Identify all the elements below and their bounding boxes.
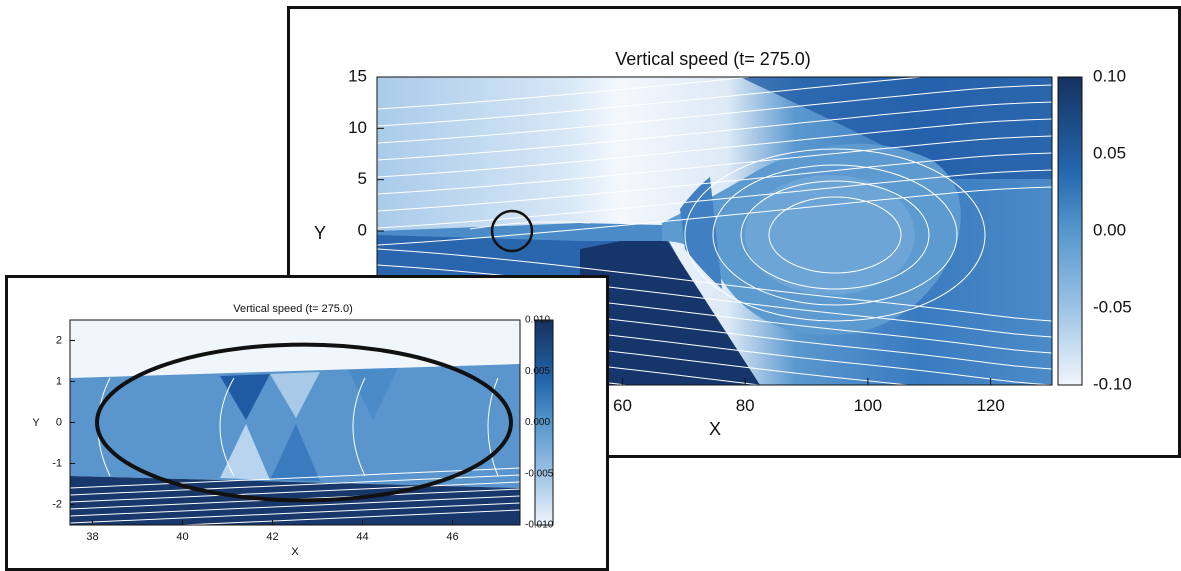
inset-light-wedge-lower bbox=[220, 424, 270, 480]
main-y-tick-label-10: 10 bbox=[348, 118, 367, 137]
inset-streamline-lower bbox=[70, 467, 520, 489]
inset-colorbar-ticks: 0.010 0.005 0.000 -0.005 -0.010 bbox=[525, 315, 554, 531]
inset-y-tick-label-1: 1 bbox=[56, 375, 62, 387]
inset-streamline-lower bbox=[70, 495, 520, 517]
inset-colorbar-label-0.000: 0.000 bbox=[525, 417, 550, 428]
inset-dark-wedge-upper bbox=[220, 374, 270, 420]
inset-x-axis-label: X bbox=[291, 546, 299, 558]
inset-y-ticks: 2 1 0 -1 -2 bbox=[52, 334, 75, 510]
main-x-tick-label-100: 100 bbox=[854, 396, 882, 415]
main-streamline-upper bbox=[377, 169, 1052, 229]
main-y-ticks: 15 10 5 0 bbox=[348, 66, 384, 239]
main-y-tick-label-0: 0 bbox=[358, 220, 367, 239]
main-y-tick-label-15: 15 bbox=[348, 66, 367, 85]
inset-y-tick-label-0: 0 bbox=[56, 416, 62, 428]
inset-x-tick-label-46: 46 bbox=[446, 531, 458, 543]
inset-mid-wedge-upper bbox=[348, 368, 398, 420]
inset-streamlines bbox=[70, 377, 520, 525]
inset-y-tick-label-neg2: -2 bbox=[52, 498, 62, 510]
main-y-tick-label-5: 5 bbox=[358, 169, 367, 188]
main-streamline-upper bbox=[377, 186, 1052, 246]
inset-streamline-lower bbox=[70, 502, 520, 524]
inset-highlight-ellipse bbox=[95, 342, 513, 503]
main-streamline-lower bbox=[377, 248, 1052, 322]
inset-dark-wedge-lower bbox=[270, 424, 320, 481]
main-streamline-loop bbox=[712, 164, 958, 306]
main-streamline-loop bbox=[740, 180, 930, 290]
inset-x-tick-label-40: 40 bbox=[176, 531, 188, 543]
inset-streamline-curve bbox=[487, 377, 499, 477]
inset-light-wedge-upper bbox=[270, 372, 320, 418]
main-chart-svg: Vertical speed (t= 275.0) 15 10 5 0 Y bbox=[314, 49, 1132, 439]
main-colorbar-label-0.10: 0.10 bbox=[1093, 66, 1126, 85]
main-plot-field bbox=[377, 77, 1052, 385]
main-streamline-upper bbox=[377, 77, 756, 110]
inset-colorbar-label-neg0.005: -0.005 bbox=[525, 468, 554, 479]
main-chart-panel: Vertical speed (t= 275.0) 15 10 5 0 Y bbox=[287, 6, 1181, 458]
main-x-tick-label-120: 120 bbox=[976, 396, 1004, 415]
main-shock-region bbox=[680, 177, 722, 289]
inset-y-tick-label-neg1: -1 bbox=[52, 457, 62, 469]
main-dark-upper-region bbox=[740, 77, 1052, 179]
inset-jet-layer bbox=[70, 364, 520, 488]
inset-x-ticks: 38 40 42 44 46 bbox=[86, 520, 459, 543]
main-streamline-upper bbox=[377, 118, 1052, 178]
inset-chart-panel: Vertical speed (t= 275.0) 2 1 0 -1 -2 bbox=[5, 275, 609, 571]
main-colorbar bbox=[1057, 76, 1083, 386]
inset-streamline-curve bbox=[352, 377, 366, 477]
main-colorbar-label-0.00: 0.00 bbox=[1093, 220, 1126, 239]
main-streamline-upper bbox=[377, 101, 1052, 161]
main-x-axis-label: X bbox=[709, 419, 721, 439]
inset-x-tick-label-42: 42 bbox=[266, 531, 278, 543]
inset-x-tick-label-44: 44 bbox=[356, 531, 368, 543]
main-colorbar-label-neg0.05: -0.05 bbox=[1093, 297, 1132, 316]
inset-y-axis-label: Y bbox=[32, 417, 40, 429]
main-colorbar-label-0.05: 0.05 bbox=[1093, 143, 1126, 162]
main-streamline-upper bbox=[377, 152, 1052, 212]
inset-chart-title: Vertical speed (t= 275.0) bbox=[233, 303, 353, 315]
inset-streamline-lower bbox=[171, 509, 520, 525]
main-x-ticks: 60 80 100 120 bbox=[613, 378, 1005, 415]
inset-colorbar-label-neg0.010: -0.010 bbox=[525, 520, 554, 531]
main-jet-beam bbox=[377, 223, 662, 241]
main-streamline-upper bbox=[377, 84, 1052, 144]
main-chart-title: Vertical speed (t= 275.0) bbox=[615, 49, 811, 69]
main-x-tick-label-80: 80 bbox=[736, 396, 755, 415]
main-y-axis-label: Y bbox=[314, 223, 326, 243]
main-x-tick-label-60: 60 bbox=[613, 396, 632, 415]
main-streamline-loop bbox=[768, 196, 902, 274]
inset-streamline-curve bbox=[219, 377, 235, 477]
main-streamline-upper bbox=[377, 135, 1052, 195]
inset-plot-field bbox=[70, 320, 520, 525]
main-cocoon-interior bbox=[745, 175, 915, 295]
inset-x-tick-label-38: 38 bbox=[86, 531, 98, 543]
inset-y-tick-label-2: 2 bbox=[56, 334, 62, 346]
inset-colorbar-label-0.005: 0.005 bbox=[525, 366, 550, 377]
inset-colorbar bbox=[534, 319, 554, 526]
main-streamline-loop bbox=[684, 148, 986, 322]
main-lower-darkest-region bbox=[580, 233, 760, 385]
inset-chart-svg: Vertical speed (t= 275.0) 2 1 0 -1 -2 bbox=[32, 303, 554, 558]
inset-colorbar-label-0.010: 0.010 bbox=[525, 315, 550, 326]
main-highlight-circle bbox=[490, 209, 534, 253]
main-colorbar-ticks: 0.10 0.05 0.00 -0.05 -0.10 bbox=[1093, 66, 1132, 393]
main-colorbar-label-neg0.10: -0.10 bbox=[1093, 374, 1132, 393]
main-streamline-upper bbox=[377, 77, 926, 127]
inset-streamline-lower bbox=[70, 481, 520, 503]
